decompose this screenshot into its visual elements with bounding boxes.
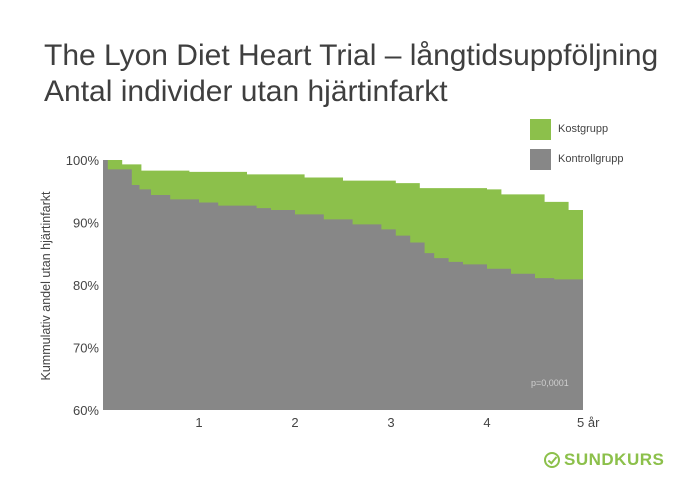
y-axis-label: Kummulativ andel utan hjärtinfarkt bbox=[39, 191, 53, 381]
legend: Kostgrupp Kontrollgrupp bbox=[530, 117, 623, 177]
y-tick-label: 100% bbox=[66, 153, 100, 168]
legend-item-control: Kontrollgrupp bbox=[530, 147, 623, 171]
legend-label-control: Kontrollgrupp bbox=[558, 153, 624, 165]
y-tick-label: 60% bbox=[73, 403, 99, 418]
x-tick-label: 4 bbox=[483, 415, 490, 430]
series-area-kontrollgrupp bbox=[103, 160, 583, 410]
legend-swatch-diet bbox=[530, 118, 551, 140]
chart-title: The Lyon Diet Heart Trial – långtidsuppf… bbox=[44, 38, 658, 110]
title-line-1: The Lyon Diet Heart Trial – långtidsuppf… bbox=[44, 39, 659, 72]
brand-logo: SUNDKURS bbox=[544, 450, 664, 470]
brand-name: SUNDKURS bbox=[564, 450, 665, 469]
legend-swatch-control bbox=[530, 148, 551, 170]
chart-areas bbox=[103, 160, 583, 410]
check-circle-icon bbox=[544, 452, 560, 468]
p-value-annotation: p=0,0001 bbox=[531, 378, 569, 388]
y-tick-label: 70% bbox=[73, 341, 99, 356]
x-tick-label: 5 år bbox=[577, 415, 600, 430]
title-line-2: Antal individer utan hjärtinfarkt bbox=[44, 75, 448, 108]
y-tick-label: 80% bbox=[73, 278, 99, 293]
x-tick-label: 1 bbox=[195, 415, 202, 430]
legend-label-diet: Kostgrupp bbox=[558, 123, 609, 135]
chart-axes: 60% 70% 80% 90% 100% 1 2 3 4 5 år bbox=[66, 153, 600, 430]
legend-item-diet: Kostgrupp bbox=[530, 117, 623, 141]
x-tick-label: 2 bbox=[291, 415, 298, 430]
x-tick-label: 3 bbox=[387, 415, 394, 430]
y-tick-label: 90% bbox=[73, 216, 99, 231]
